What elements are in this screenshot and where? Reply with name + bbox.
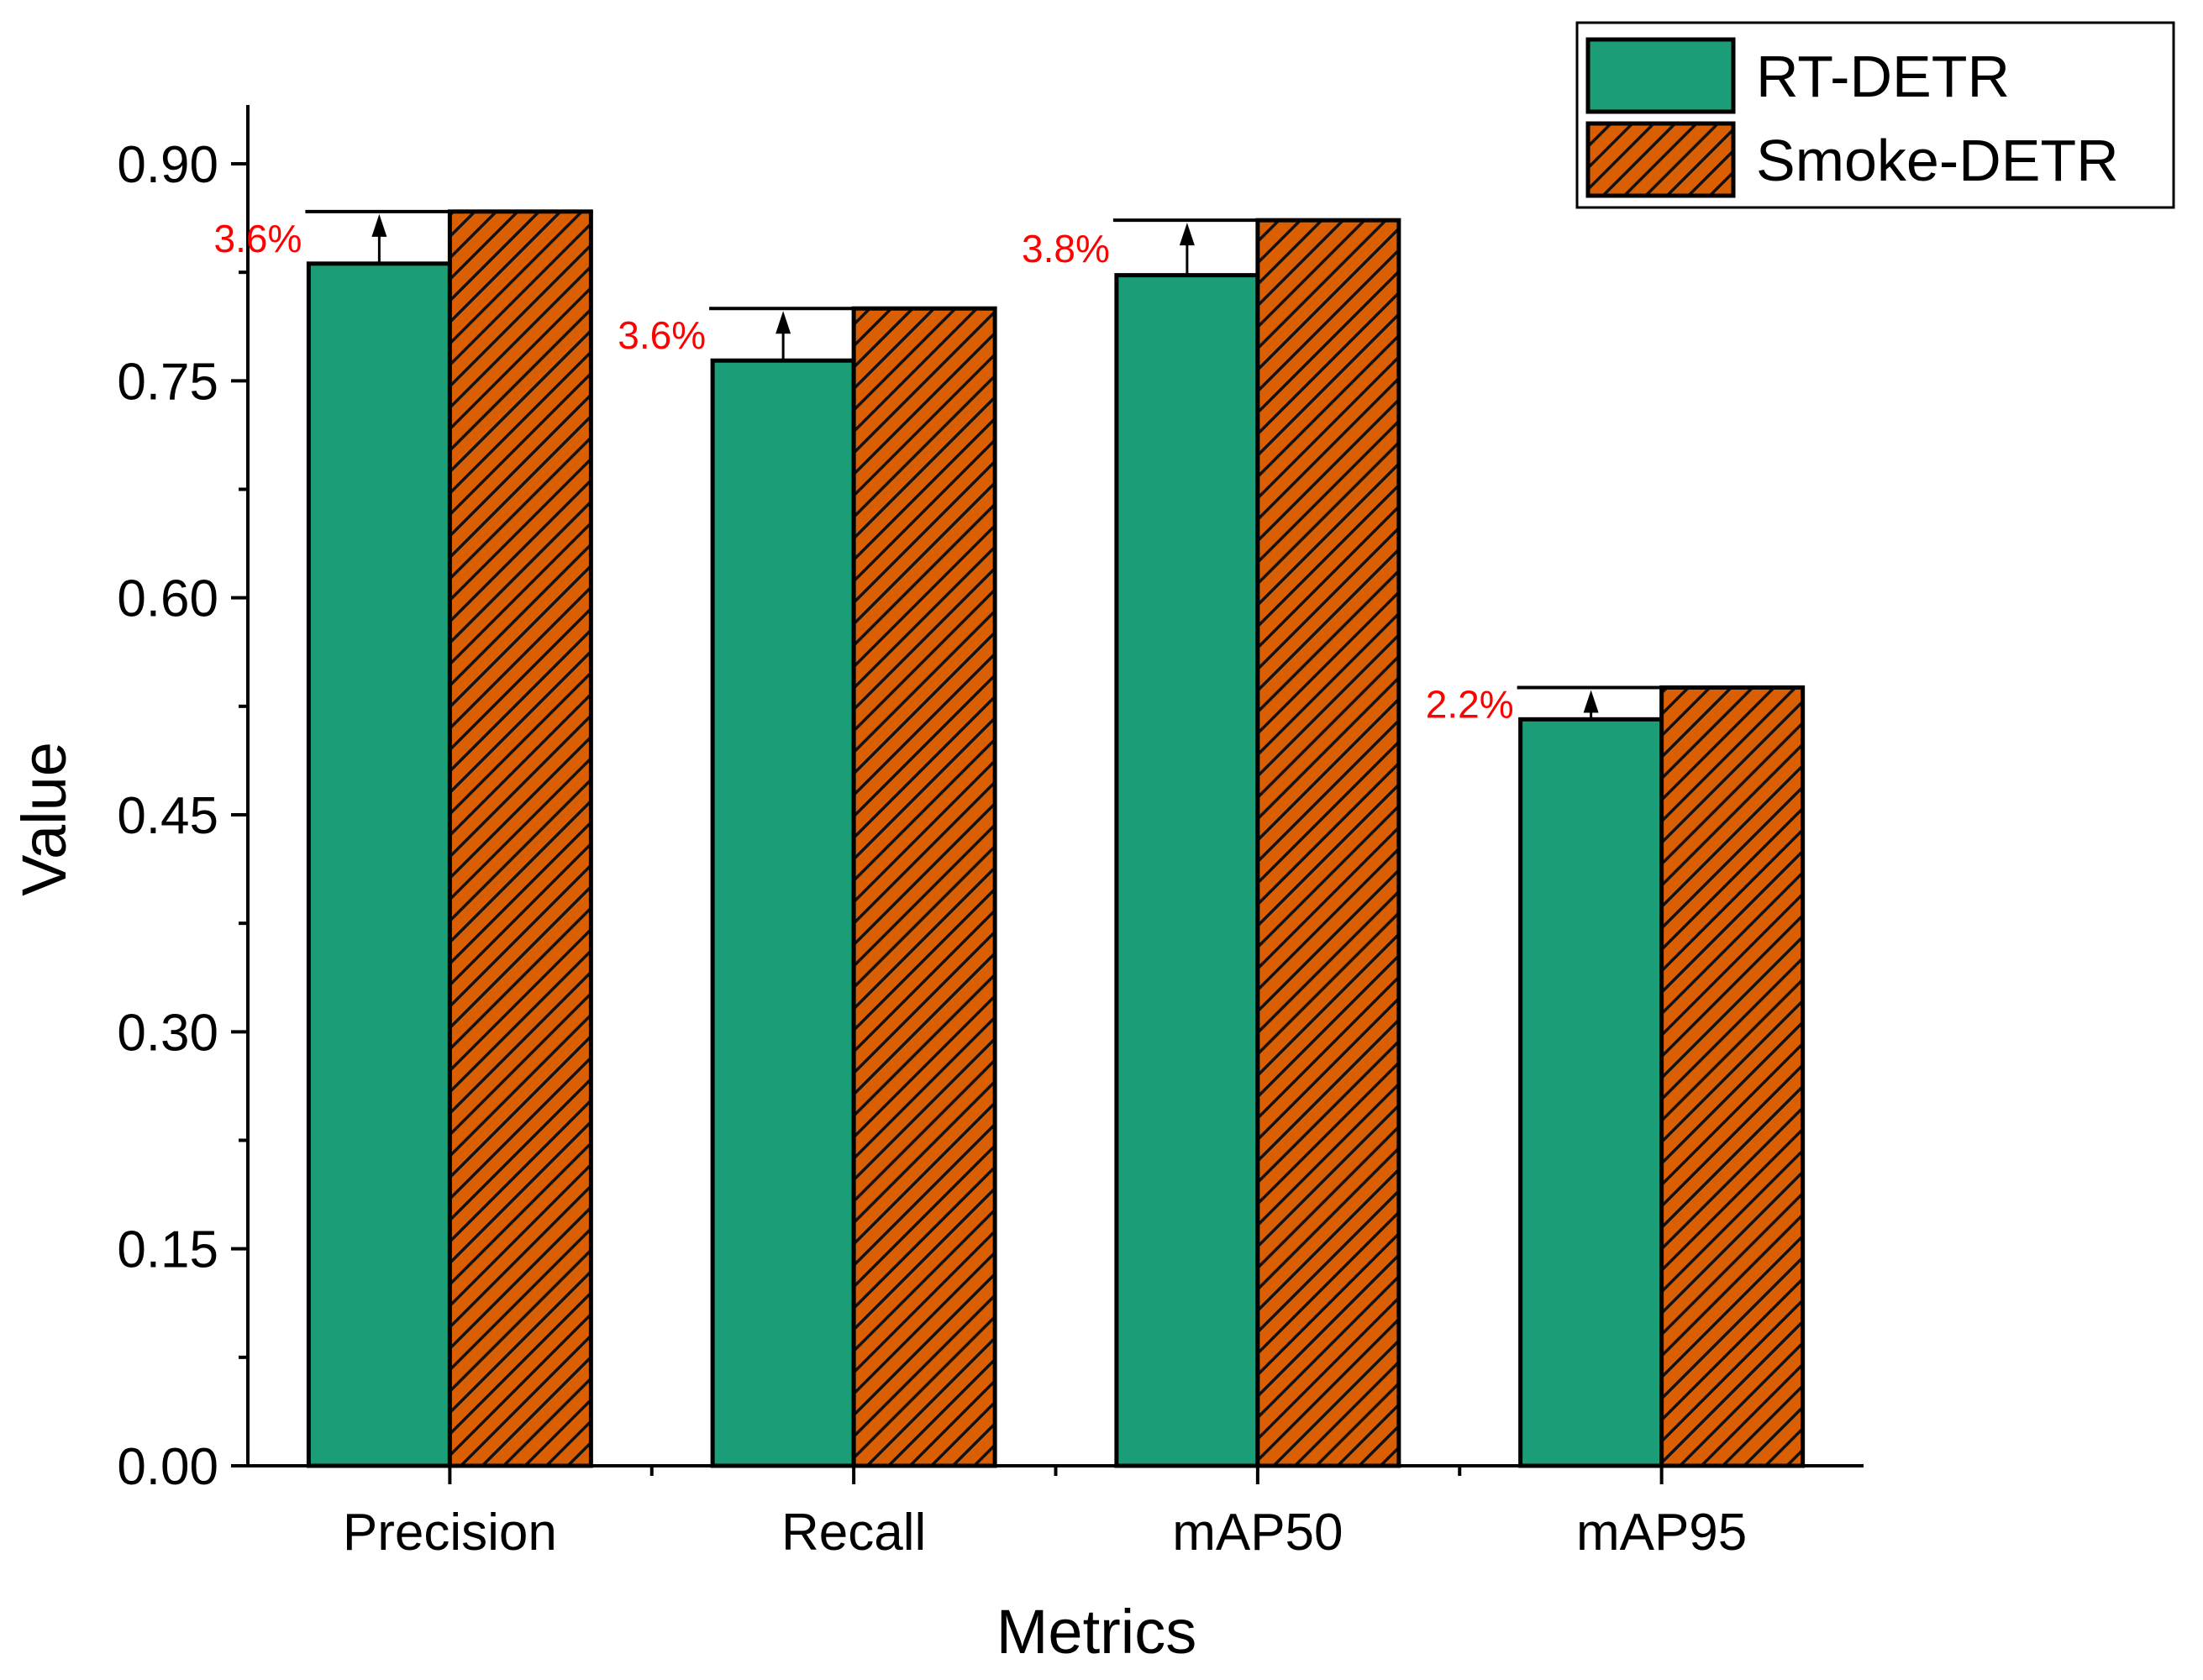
y-tick-label: 0.90: [117, 136, 218, 194]
legend-swatch-rt-detr: [1585, 37, 1736, 114]
improvement-label: 3.8%: [1022, 227, 1110, 270]
x-axis-label: Metrics: [996, 1597, 1196, 1667]
y-tick-label: 0.00: [117, 1438, 218, 1496]
y-tick-label: 0.30: [117, 1004, 218, 1062]
improvement-arrow-head: [1179, 223, 1195, 246]
legend-label-smoke-detr: Smoke-DETR: [1756, 128, 2119, 193]
y-tick-label: 0.60: [117, 570, 218, 628]
x-tick-label: Recall: [781, 1504, 926, 1562]
y-tick-label: 0.75: [117, 353, 218, 411]
x-tick-label: Precision: [343, 1504, 557, 1562]
plot-area: 0.00 0.15 0.30 0.45 0.60 0.75 0.90 Precision 3.6…: [117, 105, 1864, 1562]
bar-smoke-detr: [851, 306, 997, 1468]
legend: RT-DETR Smoke-DETR: [1575, 21, 2175, 209]
improvement-label: 2.2%: [1426, 682, 1514, 726]
bar-rt-detr: [306, 261, 452, 1468]
improvement-label: 3.6%: [214, 217, 302, 260]
y-tick-label: 0.45: [117, 787, 218, 845]
bar-rt-detr: [1518, 717, 1664, 1468]
y-axis-label: Value: [9, 742, 79, 896]
improvement-arrow-head: [1583, 690, 1599, 713]
improvement-label: 3.6%: [618, 313, 706, 357]
x-tick-label: mAP50: [1172, 1504, 1343, 1562]
x-tick-label: mAP95: [1576, 1504, 1747, 1562]
legend-swatch-smoke-detr: [1585, 121, 1736, 198]
bar-smoke-detr: [1659, 685, 1806, 1468]
improvement-arrow-head: [371, 213, 387, 237]
bar-smoke-detr: [1255, 218, 1401, 1468]
legend-label-rt-detr: RT-DETR: [1756, 44, 2010, 109]
bar-smoke-detr: [447, 209, 593, 1468]
y-tick-label: 0.15: [117, 1221, 218, 1279]
bar-rt-detr: [1114, 273, 1260, 1468]
bar-rt-detr: [710, 358, 856, 1468]
improvement-arrow-head: [776, 311, 791, 334]
